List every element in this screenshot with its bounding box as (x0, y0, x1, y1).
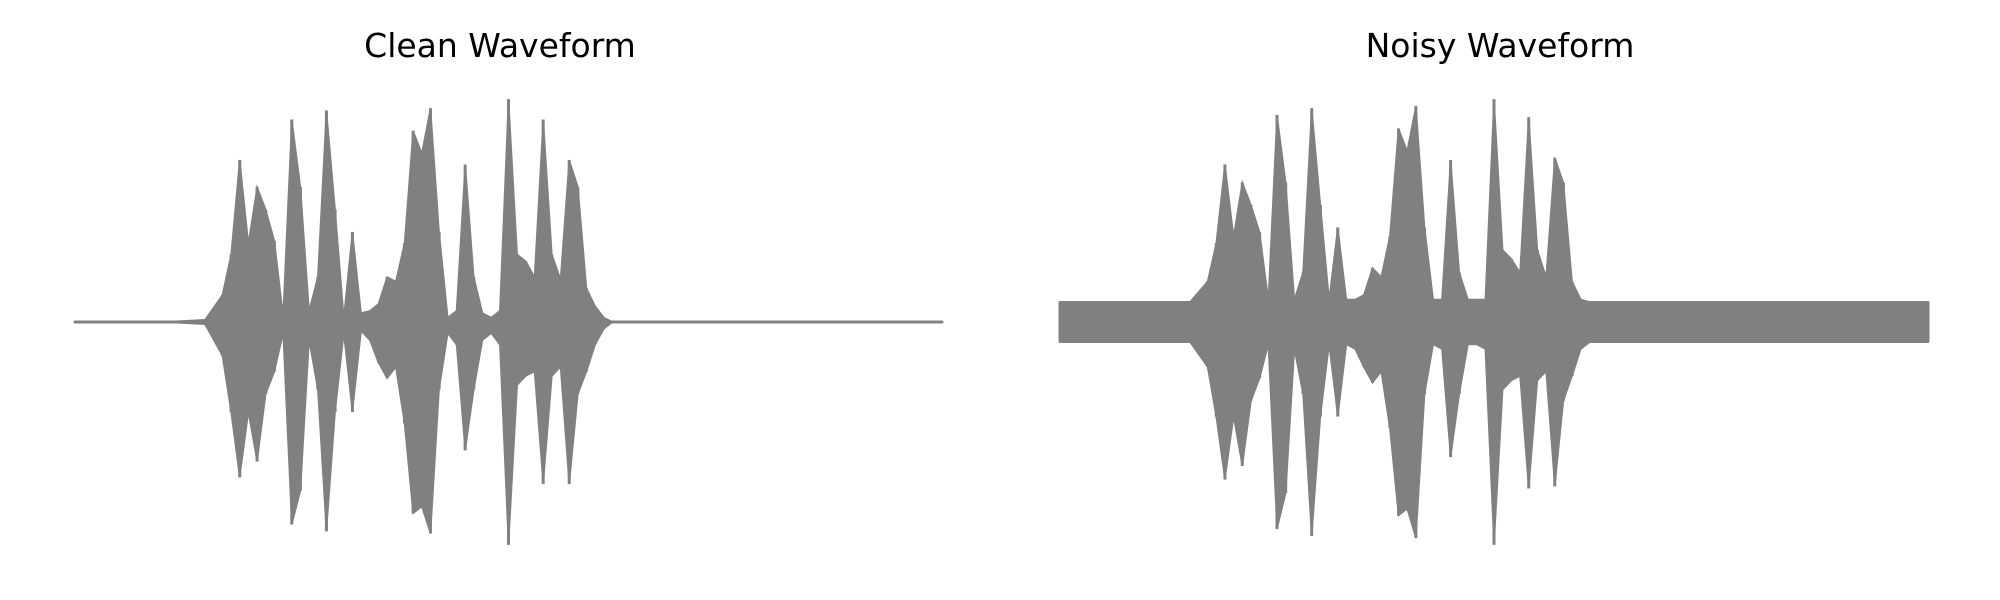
noisy-waveform-panel: Noisy Waveform (1000, 0, 2000, 600)
clean-waveform-plot (73, 99, 944, 545)
noisy-waveform-title: Noisy Waveform (1365, 26, 1635, 65)
clean-waveform-panel: Clean Waveform (73, 26, 944, 545)
noisy-waveform-plot (1058, 99, 1930, 545)
clean-waveform-title: Clean Waveform (364, 26, 636, 65)
